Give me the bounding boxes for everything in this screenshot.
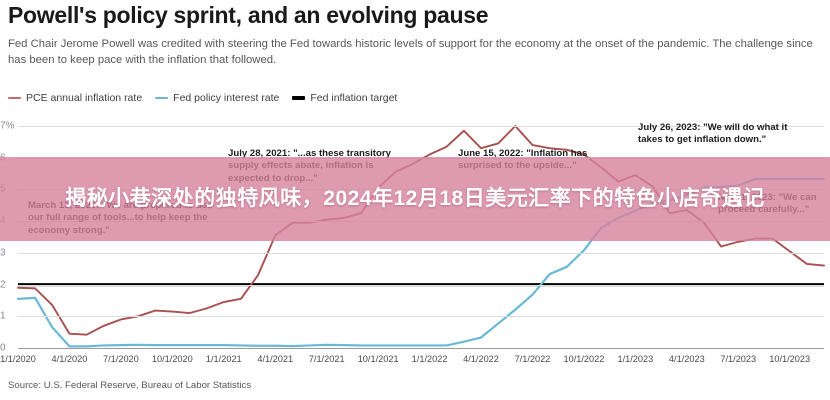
x-tick-label: 10/1/2023	[769, 354, 811, 364]
x-tick-label: 4/1/2023	[668, 354, 705, 364]
source-note: Source: U.S. Federal Reserve, Bureau of …	[8, 380, 252, 391]
legend-swatch-pce-icon	[8, 96, 21, 100]
annotation-july-2023: July 26, 2023: "We will do what it takes…	[638, 122, 788, 146]
legend-swatch-fed-rate-icon	[155, 96, 169, 100]
gridline-3	[18, 252, 824, 254]
gridline-2	[18, 284, 824, 286]
x-tick-label: 4/1/2022	[463, 354, 499, 364]
gridline-1	[18, 316, 824, 318]
standfirst-text: Fed Chair Jerome Powell was credited wit…	[8, 38, 813, 66]
x-tick-label: 7/1/2023	[720, 354, 757, 364]
overlay-title: 揭秘小巷深处的独特风味，2024年12月18日美元汇率下的特色小店奇遇记	[65, 187, 765, 210]
legend-label-pce: PCE annual inflation rate	[26, 92, 143, 104]
y-tick-label: 1	[0, 310, 6, 322]
gridline-0	[18, 348, 824, 350]
gridline-7	[18, 126, 824, 127]
x-tick-label: 7/1/2020	[103, 354, 139, 364]
overlay-banner: 揭秘小巷深处的独特风味，2024年12月18日美元汇率下的特色小店奇遇记	[0, 157, 830, 241]
x-tick-label: 10/1/2022	[563, 354, 605, 364]
x-tick-label: 1/1/2020	[0, 354, 36, 364]
legend-swatch-target-icon	[292, 96, 306, 100]
x-tick-label: 1/1/2021	[205, 354, 242, 364]
x-tick-label: 4/1/2021	[257, 354, 294, 364]
x-tick-label: 1/1/2022	[411, 354, 448, 364]
x-axis: 1/1/2020 4/1/2020 7/1/2020 10/1/2020 1/1/202…	[0, 354, 824, 372]
page-title: Powell's policy sprint, and an evolving …	[8, 2, 489, 28]
y-tick-label: 3	[0, 247, 6, 259]
y-tick-label: 0	[0, 342, 6, 354]
legend-item-fed-rate: Fed policy interest rate	[155, 92, 279, 104]
x-tick-label: 7/1/2022	[514, 354, 551, 364]
x-tick-label: 7/1/2021	[308, 354, 345, 364]
legend-label-target: Fed inflation target	[310, 92, 398, 104]
legend-label-fed-rate: Fed policy interest rate	[173, 92, 280, 104]
legend-item-target: Fed inflation target	[292, 92, 397, 104]
line-chart: 01234567% 1/1/20204/1/20207/1/202010/1/2…	[0, 118, 830, 364]
x-tick-label: 4/1/2020	[51, 354, 88, 364]
y-tick-label: 7%	[0, 120, 15, 132]
legend-item-pce: PCE annual inflation rate	[8, 92, 142, 104]
y-tick-label: 2	[0, 279, 6, 291]
x-tick-label: 10/1/2020	[151, 354, 193, 364]
x-tick-label: 1/1/2023	[617, 354, 654, 364]
x-tick-label: 10/1/2021	[357, 354, 399, 364]
chart-legend: PCE annual inflation rate Fed policy int…	[8, 92, 397, 104]
